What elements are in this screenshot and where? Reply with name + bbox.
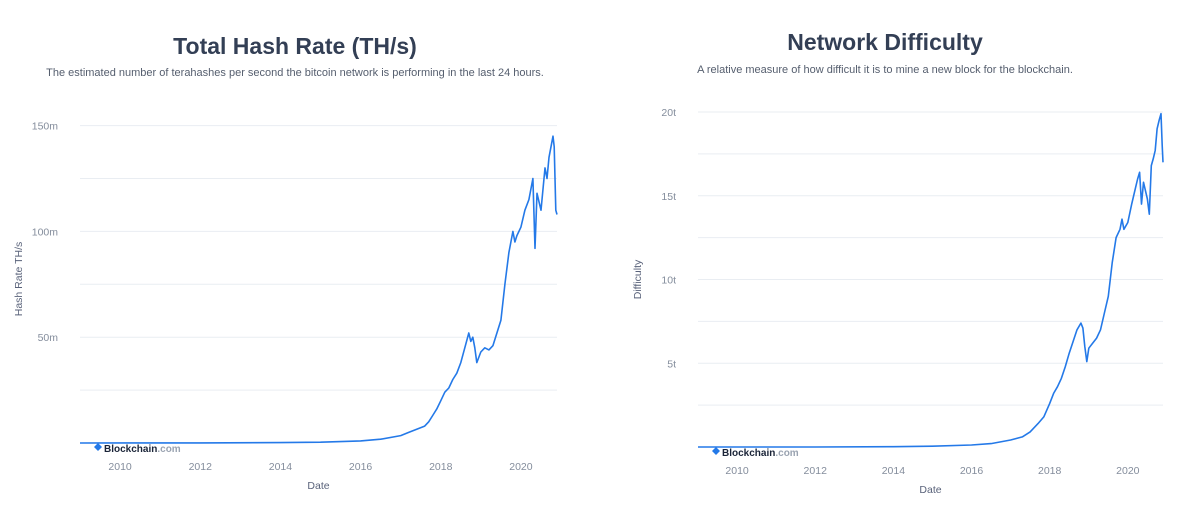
y-axis-title: Hash Rate TH/s xyxy=(13,242,25,317)
x-tick-label: 2010 xyxy=(725,465,749,477)
difficulty-chart: 5t 10t 15t 20t 2010 2012 2014 2016 2018 2020 Date D… xyxy=(632,107,1164,496)
watermark: Blockchain.com xyxy=(104,444,181,455)
x-tick-label: 2018 xyxy=(1038,465,1062,477)
chart-title: Total Hash Rate (TH/s) xyxy=(173,33,417,59)
series-line xyxy=(79,135,558,444)
watermark-brand: Blockchain xyxy=(722,448,775,459)
x-tick-label: 2014 xyxy=(269,461,293,473)
difficulty-chart-panel: Network Difficulty A relative measure of… xyxy=(590,0,1180,526)
x-axis-title: Date xyxy=(919,484,941,496)
watermark: Blockchain.com xyxy=(722,448,799,459)
x-tick-label: 2020 xyxy=(509,461,533,473)
y-tick-label: 100m xyxy=(32,226,59,238)
y-tick-label: 15t xyxy=(661,191,676,203)
x-tick-label: 2018 xyxy=(429,461,453,473)
x-tick-label: 2012 xyxy=(189,461,213,473)
x-tick-label: 2016 xyxy=(349,461,373,473)
blockchain-logo-icon xyxy=(712,447,720,455)
watermark-suffix: .com xyxy=(775,448,798,459)
x-tick-label: 2016 xyxy=(960,465,984,477)
hash-rate-chart: 50m 100m 150m 2010 2012 2014 2016 2018 2020 Date H… xyxy=(13,121,558,492)
y-tick-label: 20t xyxy=(661,107,676,119)
y-tick-label: 50m xyxy=(38,332,59,344)
chart-title: Network Difficulty xyxy=(787,29,983,55)
x-tick-label: 2010 xyxy=(108,461,132,473)
watermark-suffix: .com xyxy=(157,444,180,455)
series-line xyxy=(698,112,1164,448)
x-axis-title: Date xyxy=(307,480,329,492)
y-tick-label: 10t xyxy=(661,275,676,287)
x-tick-label: 2020 xyxy=(1116,465,1140,477)
y-tick-label: 5t xyxy=(667,358,676,370)
x-tick-label: 2012 xyxy=(804,465,828,477)
hash-rate-chart-panel: Total Hash Rate (TH/s) The estimated num… xyxy=(13,33,558,492)
blockchain-logo-icon xyxy=(94,443,102,451)
x-tick-label: 2014 xyxy=(882,465,906,477)
y-axis-title: Difficulty xyxy=(632,259,644,299)
watermark-brand: Blockchain xyxy=(104,444,157,455)
y-tick-label: 150m xyxy=(32,121,59,133)
chart-subtitle: A relative measure of how difficult it i… xyxy=(697,64,1073,76)
chart-subtitle: The estimated number of terahashes per s… xyxy=(46,67,544,79)
